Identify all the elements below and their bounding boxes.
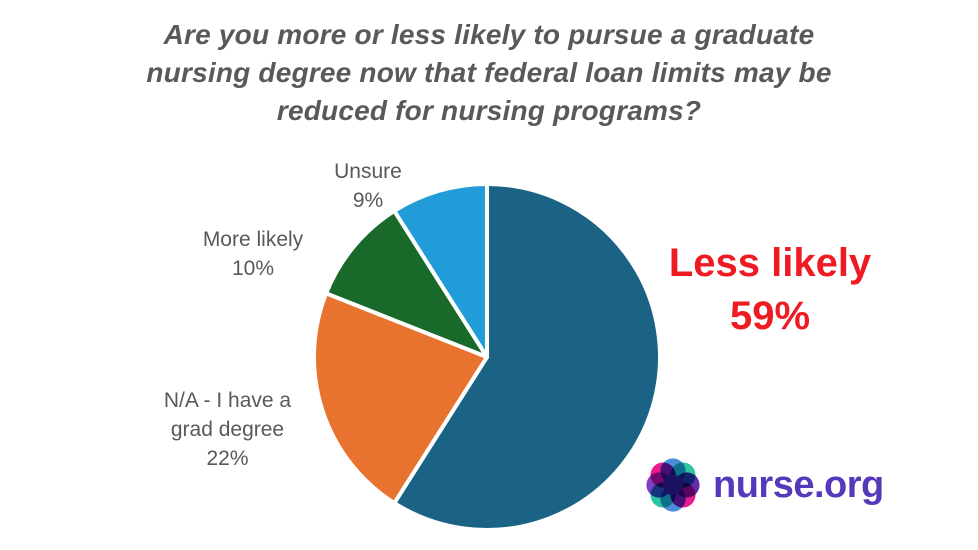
slice-label-line: grad degree xyxy=(170,418,285,441)
nurse-org-flower-icon xyxy=(646,458,700,512)
nurse-org-logo: nurse.org xyxy=(644,456,884,514)
pie-slice-na-grad-degree xyxy=(311,291,489,506)
slice-label-less-likely: Less likely 59% xyxy=(635,237,905,343)
slice-label-more-likely: More likely 10% xyxy=(173,225,333,283)
slice-label-na-grad-degree: N/A - I have a grad degree 22% xyxy=(140,386,315,473)
slice-label-line: 22% xyxy=(206,447,249,470)
pie-slice-unsure xyxy=(392,182,489,359)
pie-slice-less-likely xyxy=(392,182,662,532)
pie-slice-more-likely xyxy=(324,208,489,359)
chart-title-line: reduced for nursing programs? xyxy=(276,95,702,126)
slice-label-unsure: Unsure 9% xyxy=(288,157,448,215)
slice-label-line: Unsure xyxy=(334,160,402,183)
slice-label-line: 59% xyxy=(729,294,811,338)
slice-label-line: 10% xyxy=(231,257,275,280)
slice-label-line: 9% xyxy=(352,189,384,212)
slice-label-line: N/A - I have a xyxy=(163,389,292,412)
slice-label-line: Less likely xyxy=(668,241,872,285)
slice-label-line: More likely xyxy=(202,228,304,251)
chart-title-line: Are you more or less likely to pursue a … xyxy=(163,19,815,50)
chart-title-line: nursing degree now that federal loan lim… xyxy=(146,57,832,88)
nurse-org-wordmark: nurse.org xyxy=(713,463,884,506)
chart-title: Are you more or less likely to pursue a … xyxy=(0,16,978,130)
